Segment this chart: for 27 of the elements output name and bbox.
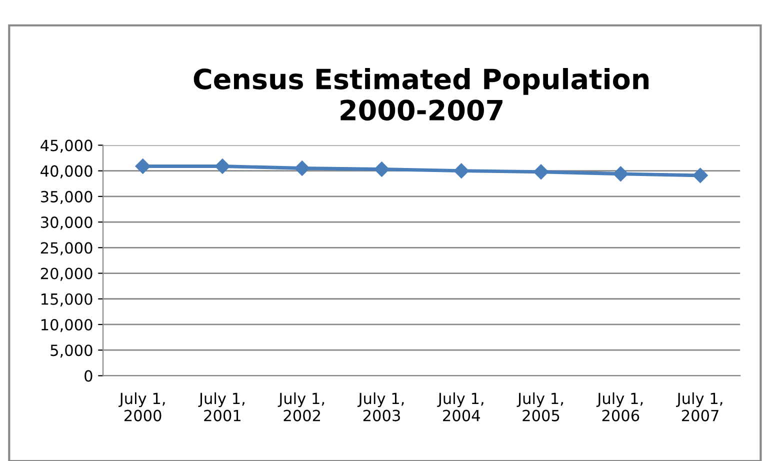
x-tick-label: July 1, 2000	[118, 392, 165, 422]
point	[374, 162, 390, 177]
y-tick-label: 35,000	[40, 190, 92, 204]
point	[692, 168, 708, 184]
x-tick-label: July 1, 2005	[516, 392, 563, 422]
y-tick-label: 25,000	[40, 242, 92, 256]
y-tick-label: 5,000	[50, 344, 92, 358]
chart-title: Census Estimated Population 2000-2007	[194, 68, 648, 121]
point	[533, 164, 549, 180]
y-tick-label: 40,000	[40, 165, 92, 178]
y-tick-label: 45,000	[40, 140, 92, 153]
x-tick-label: July 1, 2007	[676, 392, 722, 422]
x-tick-label: July 1, 2003	[357, 392, 404, 422]
point	[135, 158, 150, 174]
y-tick-label: 10,000	[42, 318, 92, 332]
y-tick-label: 15,000	[42, 293, 92, 306]
point	[294, 160, 310, 176]
y-tick-label: 20,000	[40, 268, 92, 281]
point	[613, 166, 628, 182]
y-tick-label: 30,000	[40, 216, 92, 230]
point	[214, 158, 230, 174]
x-tick-label: July 1, 2001	[198, 392, 244, 422]
point	[454, 163, 469, 178]
x-tick-label: July 1, 2002	[278, 392, 324, 422]
x-tick-label: July 1, 2004	[437, 392, 484, 422]
x-tick-label: July 1, 2006	[596, 392, 643, 422]
y-tick-label: 0	[84, 370, 92, 382]
